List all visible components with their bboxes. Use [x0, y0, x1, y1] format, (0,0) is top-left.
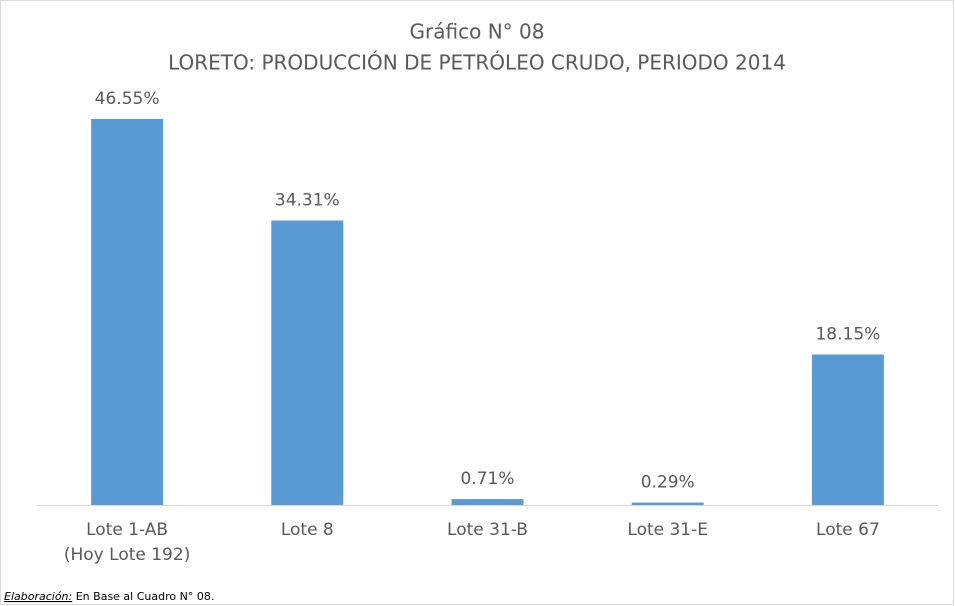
source-note: Elaboración: En Base al Cuadro N° 08. — [4, 590, 214, 603]
x-tick-label-line: Lote 8 — [281, 520, 334, 540]
chart-subtitle: LORETO: PRODUCCIÓN DE PETRÓLEO CRUDO, PE… — [168, 51, 786, 75]
x-tick-label-line: Lote 31-B — [447, 520, 528, 540]
data-label: 0.29% — [641, 473, 695, 493]
x-tick-label-line: Lote 31-E — [627, 520, 708, 540]
x-tick-label: Lote 31-B — [447, 520, 528, 540]
x-tick-label: Lote 67 — [816, 520, 880, 540]
chart-title: Gráfico N° 08 — [410, 20, 545, 44]
bar — [91, 119, 164, 505]
data-label: 34.31% — [275, 190, 340, 210]
source-text: En Base al Cuadro N° 08. — [76, 590, 215, 603]
bar — [631, 502, 704, 505]
source-label: Elaboración: — [4, 590, 72, 603]
data-label: 18.15% — [815, 324, 880, 344]
x-tick-label: Lote 8 — [281, 520, 334, 540]
x-tick-label: Lote 31-E — [627, 520, 708, 540]
bar — [451, 499, 524, 505]
x-tick-label-line: (Hoy Lote 192) — [64, 545, 190, 565]
x-tick-label: Lote 1-AB (Hoy Lote 192) — [64, 520, 190, 565]
bar — [271, 220, 344, 505]
data-label: 46.55% — [95, 89, 160, 109]
x-tick-label-line: Lote 67 — [816, 520, 880, 540]
data-label: 0.71% — [460, 469, 514, 489]
bar — [811, 354, 884, 505]
x-tick-label-line: Lote 1-AB — [86, 520, 168, 540]
